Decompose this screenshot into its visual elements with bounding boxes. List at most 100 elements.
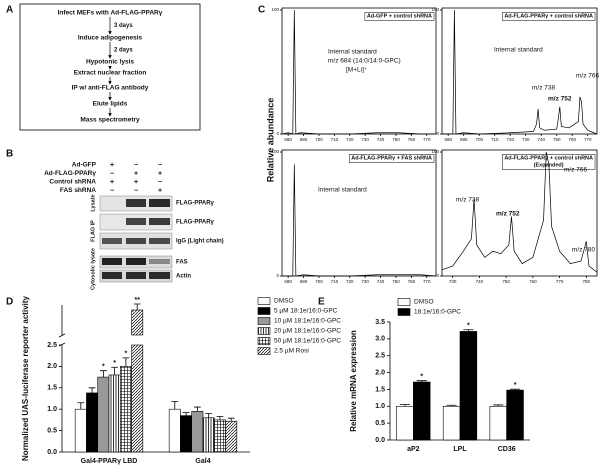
section-label: Cytosolic lysate <box>90 248 96 290</box>
x-tick-label: LPL <box>453 446 467 453</box>
error-bar <box>446 404 457 407</box>
annotation: m/z 738 <box>456 197 480 204</box>
axis-break <box>58 333 66 347</box>
panel-label: D <box>6 297 13 308</box>
x-tick-label: 720 <box>506 137 514 142</box>
y-tick-label: 0.5 <box>375 420 385 427</box>
error-bar <box>171 401 179 410</box>
condition-sign: − <box>110 187 114 194</box>
error-bar <box>510 388 521 391</box>
legend-swatch <box>397 308 411 316</box>
x-tick-label: 690 <box>300 137 308 142</box>
x-tick-label: aP2 <box>407 446 420 453</box>
bar <box>489 405 507 441</box>
bar <box>97 376 110 453</box>
annotation: m/z 684 (14:0/14:0-GPC) <box>328 58 401 65</box>
x-tick-label: 760 <box>408 137 416 142</box>
x-tick-label: 740 <box>537 137 545 142</box>
spectrum-title: Ad-FLAG-PPARγ + control shRNA <box>504 13 593 19</box>
condition-sign: + <box>110 179 114 186</box>
spectrum-title: Ad-GFP + control shRNA <box>367 13 432 19</box>
legend-label: DMSO <box>274 298 294 305</box>
y-axis-label: Normalized UAS-luciferase reporter activ… <box>21 295 30 460</box>
significance: * <box>514 382 517 389</box>
x-tick-label: 720 <box>346 137 354 142</box>
bar <box>225 420 238 453</box>
x-tick-label: CD36 <box>498 446 516 453</box>
flow-note: 3 days <box>114 23 133 29</box>
annotation: Internal standard <box>328 49 377 56</box>
x-tick-label: 680 <box>284 279 292 284</box>
bar <box>191 411 204 453</box>
band-label: Actin <box>176 274 191 280</box>
y-tick-label: 0 <box>276 131 279 136</box>
y-tick-label: 100 <box>431 149 439 154</box>
condition-sign: + <box>134 179 138 186</box>
flow-step: IP w/ anti-FLAG antibody <box>72 85 149 92</box>
y-tick-label: 0.5 <box>47 427 57 434</box>
x-tick-label: 730 <box>361 279 369 284</box>
x-tick-label: 750 <box>392 279 400 284</box>
bar <box>168 408 181 453</box>
x-tick-label: 730 <box>522 137 530 142</box>
condition-label: Control shRNA <box>49 179 96 186</box>
significance: * <box>125 351 128 358</box>
legend-label: 5 µM 18:1e/16:0-GPC <box>274 308 338 315</box>
spectrum-line <box>281 9 436 135</box>
legend-swatch <box>257 327 271 335</box>
annotation: m/z 766 <box>576 73 600 80</box>
error-bar <box>193 406 201 412</box>
title-box <box>502 12 596 21</box>
y-tick-label: 1.0 <box>47 406 57 413</box>
x-tick-label: 740 <box>476 279 484 284</box>
annotation: m/z 752 <box>496 211 520 218</box>
y-tick-label: 3.0 <box>375 336 385 343</box>
x-tick-label: 710 <box>331 279 339 284</box>
flow-step: Elute lipids <box>93 101 128 108</box>
bar <box>74 408 87 453</box>
bar <box>202 417 215 453</box>
bar <box>131 344 144 453</box>
y-tick-label: 1.0 <box>375 403 385 410</box>
condition-sign: + <box>158 187 162 194</box>
legend-label: DMSO <box>414 299 434 306</box>
y-tick-label: 0 <box>436 131 439 136</box>
plot-frame <box>441 7 598 135</box>
error-bar <box>416 380 427 383</box>
condition-sign: + <box>110 162 114 169</box>
error-bar <box>122 357 130 367</box>
panel-label: A <box>6 5 13 16</box>
condition-sign: + <box>158 170 162 177</box>
y-tick-label: 0.0 <box>47 449 57 456</box>
panel-label: C <box>258 5 265 16</box>
band-label: FLAG-PPARγ <box>176 201 215 207</box>
x-tick-label: 700 <box>315 137 323 142</box>
error-bar <box>399 404 410 407</box>
spectrum-line <box>442 9 598 135</box>
legend-label: 18:1e/16:0-GPC <box>414 309 461 316</box>
x-tick-label: 770 <box>556 279 564 284</box>
band-label: IgG (Light chain) <box>176 239 224 245</box>
significance: * <box>113 360 116 367</box>
y-axis-label: Relative mRNA expression <box>349 330 358 432</box>
x-tick-label: 740 <box>377 279 385 284</box>
annotation: m/z 766 <box>564 167 588 174</box>
annotation: m/z 738 <box>532 85 556 92</box>
legend-swatch <box>257 317 271 325</box>
spectrum-line <box>282 164 437 277</box>
x-tick-label: 770 <box>423 279 431 284</box>
condition-sign: − <box>134 162 138 169</box>
legend-label: 10 µM 18:1e/16:0-GPC <box>274 318 341 325</box>
error-bar <box>111 366 119 375</box>
y-tick-label: 2.0 <box>375 369 385 376</box>
section-label: FLAG IP <box>90 220 96 242</box>
flow-step: Infect MEFs with Ad-FLAG-PPARγ <box>58 10 163 17</box>
band-label: FAS <box>176 260 188 266</box>
y-tick-label: 2.5 <box>375 353 385 360</box>
panel-label: B <box>6 149 13 160</box>
bar <box>119 366 132 453</box>
significance: * <box>102 364 105 371</box>
error-bar <box>182 412 190 416</box>
